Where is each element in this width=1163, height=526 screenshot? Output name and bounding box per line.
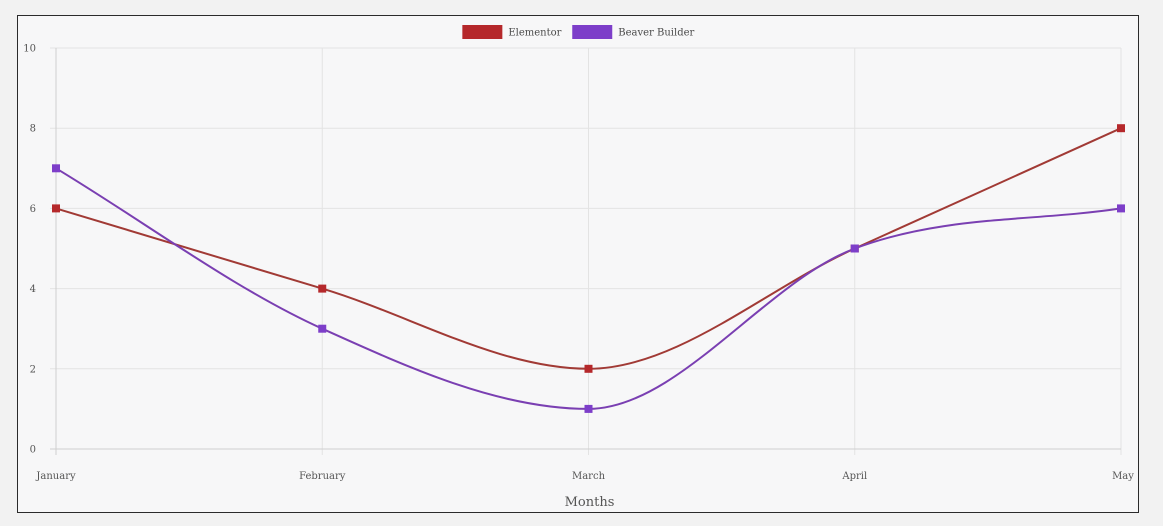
y-tick-label: 2 <box>30 364 36 375</box>
grid-lines <box>50 47 1122 455</box>
legend-label-elementor: Elementor <box>508 28 561 39</box>
legend-item-beaver-builder[interactable]: Beaver Builder <box>572 25 695 39</box>
legend-item-elementor[interactable]: Elementor <box>462 25 562 39</box>
x-tick-label-january: January <box>35 471 76 482</box>
data-point-beaver-builder-february[interactable] <box>318 324 327 333</box>
legend-label-beaver-builder: Beaver Builder <box>618 28 694 39</box>
axes <box>50 48 1121 455</box>
data-points <box>52 124 1125 413</box>
x-tick-label-february: February <box>299 471 346 482</box>
legend-swatch-elementor <box>462 25 503 39</box>
data-point-beaver-builder-january[interactable] <box>52 164 60 173</box>
y-tick-label: 0 <box>30 445 36 456</box>
y-tick-labels: 0 2 4 6 8 10 <box>23 44 36 456</box>
data-point-beaver-builder-march[interactable] <box>584 404 593 413</box>
data-point-elementor-march[interactable] <box>584 364 593 373</box>
data-point-elementor-january[interactable] <box>52 204 60 213</box>
legend[interactable]: Elementor Beaver Builder <box>462 25 695 39</box>
data-point-elementor-february[interactable] <box>318 284 327 293</box>
y-tick-label: 10 <box>23 44 36 55</box>
y-tick-label: 4 <box>30 284 36 295</box>
x-tick-label-april: April <box>841 471 867 482</box>
x-tick-label-march: March <box>572 471 606 482</box>
legend-swatch-beaver-builder <box>572 25 613 39</box>
y-tick-label: 8 <box>30 124 36 135</box>
x-axis-title: Months <box>565 495 615 510</box>
data-point-beaver-builder-april[interactable] <box>850 244 859 253</box>
y-tick-label: 6 <box>30 204 36 215</box>
data-point-beaver-builder-may[interactable] <box>1117 204 1125 213</box>
x-tick-labels: January February March April May <box>35 471 1134 482</box>
x-tick-label-may: May <box>1112 471 1134 482</box>
data-point-elementor-may[interactable] <box>1117 124 1125 133</box>
